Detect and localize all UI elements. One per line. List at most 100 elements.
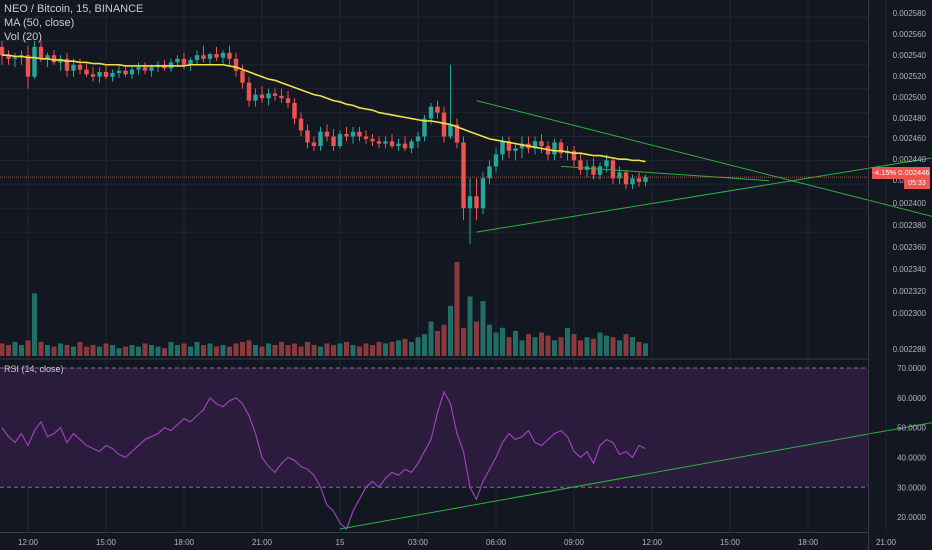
candle-body xyxy=(214,54,219,58)
volume-bar xyxy=(103,343,109,356)
volume-bar xyxy=(591,338,596,356)
time-tick-label: 12:00 xyxy=(642,538,663,547)
volume-bar xyxy=(279,341,284,356)
time-tick-label: 18:00 xyxy=(174,538,195,547)
time-tick-label: 21:00 xyxy=(252,538,273,547)
volume-bar xyxy=(227,346,232,356)
ma-legend[interactable]: MA (50, close) xyxy=(4,17,75,29)
price-change: -4.15% xyxy=(872,168,897,177)
volume-bar xyxy=(545,335,551,356)
rsi-legend[interactable]: RSI (14, close) xyxy=(4,364,64,374)
volume-bar xyxy=(84,346,89,356)
volume-bar xyxy=(610,337,616,356)
volume-bar xyxy=(565,327,570,356)
volume-bar xyxy=(532,337,538,356)
volume-bar xyxy=(71,346,76,356)
volume-bar xyxy=(623,334,629,356)
candle-body xyxy=(136,67,141,70)
volume-bar xyxy=(344,341,349,356)
candles xyxy=(0,40,648,245)
volume-bar xyxy=(194,341,200,356)
volume-bar xyxy=(318,346,323,356)
volume-bar xyxy=(298,346,304,356)
candle-body xyxy=(266,93,271,99)
candle-body xyxy=(506,141,512,151)
volume-bar xyxy=(331,345,336,356)
candle-body xyxy=(610,160,616,179)
candle-body xyxy=(32,46,37,77)
rsi-tick-label: 20.0000 xyxy=(897,513,926,522)
volume-bar xyxy=(604,335,609,356)
volume-bar xyxy=(428,321,434,356)
candle-body xyxy=(480,178,486,209)
rsi-tick-label: 30.0000 xyxy=(897,483,926,492)
candle-body xyxy=(207,54,213,59)
rsi-line xyxy=(1,390,646,531)
price-tick-label: 0.002288 xyxy=(893,345,927,354)
candle-body xyxy=(435,106,440,113)
volume-bar xyxy=(422,334,427,356)
volume-bar xyxy=(513,330,518,356)
candle-body xyxy=(259,94,265,99)
rsi-tick-label: 40.0000 xyxy=(897,453,926,462)
volume-bar xyxy=(617,340,622,356)
volume-bar xyxy=(578,340,583,356)
price-tick-label: 0.002460 xyxy=(893,134,927,143)
overlays xyxy=(0,54,932,531)
candle-body xyxy=(240,70,245,83)
volume-bar xyxy=(415,337,421,356)
volume-bar xyxy=(285,345,291,356)
candle-body xyxy=(591,166,596,175)
candle-body xyxy=(188,59,193,65)
candle-body xyxy=(337,134,343,147)
volume-legend[interactable]: Vol (20) xyxy=(4,31,42,43)
candle-body xyxy=(116,70,122,74)
volume-bar xyxy=(584,337,590,356)
volume-bar xyxy=(240,341,245,356)
candle-body xyxy=(636,178,642,182)
volume-bar xyxy=(6,345,11,356)
candle-body xyxy=(45,55,50,59)
trendline xyxy=(476,157,932,233)
time-tick-label: 06:00 xyxy=(486,538,507,547)
volume-bar xyxy=(350,345,356,356)
rsi-tick-label: 60.0000 xyxy=(897,394,926,403)
price-tick-label: 0.002340 xyxy=(893,265,927,274)
candle-body xyxy=(77,64,83,70)
volume-bar xyxy=(123,346,128,356)
volume-bar xyxy=(64,345,70,356)
candle-body xyxy=(389,141,395,147)
volume-bar xyxy=(266,343,271,356)
volume-bar xyxy=(402,338,408,356)
volume-bar xyxy=(636,341,642,356)
volume-bar xyxy=(97,346,102,356)
candle-body xyxy=(12,57,18,59)
volume-bar xyxy=(357,346,362,356)
volume-bar xyxy=(448,305,453,356)
volume-bar xyxy=(116,348,122,356)
volume-bar xyxy=(142,343,148,356)
volume-bar xyxy=(181,343,187,356)
volume-bar xyxy=(643,343,648,356)
candle-body xyxy=(532,141,538,149)
time-tick-label: 15 xyxy=(336,538,345,547)
price-tick-label: 0.002480 xyxy=(893,114,927,123)
symbol-label[interactable]: NEO / Bitcoin, 15, BINANCE xyxy=(4,3,144,15)
price-tag: -4.15% 0.002446 xyxy=(872,167,930,179)
volume-bar xyxy=(480,301,486,356)
volume-bar xyxy=(597,332,603,356)
candle-body xyxy=(474,196,479,209)
candle-body xyxy=(292,103,297,119)
volume-bar xyxy=(58,343,63,356)
volume-bar xyxy=(454,262,460,356)
volume-bar xyxy=(259,346,265,356)
candle-body xyxy=(461,142,466,209)
volume-bar xyxy=(571,334,577,356)
price-tick-label: 0.002540 xyxy=(893,51,927,60)
time-tick-label: 18:00 xyxy=(798,538,819,547)
candle-body xyxy=(51,55,57,63)
candle-body xyxy=(539,141,544,147)
candle-body xyxy=(396,143,401,147)
